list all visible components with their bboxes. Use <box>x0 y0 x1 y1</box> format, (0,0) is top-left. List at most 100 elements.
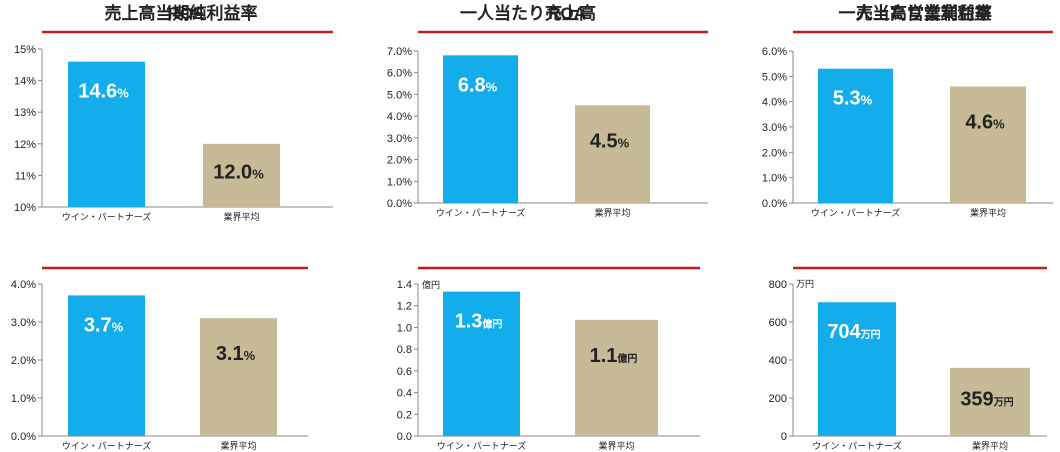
category-label: ウイン・パートナーズ <box>436 207 526 218</box>
y-tick-label: 0.0% <box>762 198 787 210</box>
value-number: 1.3 <box>455 311 483 333</box>
value-unit: % <box>486 79 498 94</box>
bar-industry-average <box>200 318 277 436</box>
y-tick-label: 1.0 <box>397 322 412 334</box>
bar-industry-average <box>950 367 1030 436</box>
bar-industry-average <box>950 86 1026 203</box>
value-unit: % <box>244 348 256 363</box>
bar-value-label: 6.8% <box>458 74 498 96</box>
chart-title: 一人当たり売上高 <box>460 3 596 23</box>
y-tick-label: 1.0% <box>11 393 36 405</box>
chart-panel-4: 売上高当期純利益率 0.0% 1.0% 2.0% 3.0% 4.0% ウイン・パートナーズ 3… <box>11 3 308 451</box>
category-label: 業界平均 <box>972 440 1008 451</box>
y-tick-label: 3.0% <box>11 317 36 329</box>
bar-value-label: 3.7% <box>84 314 124 336</box>
bar-industry-average <box>575 105 650 203</box>
y-tick-label: 13% <box>14 107 36 119</box>
y-tick-label: 0.2 <box>397 409 412 421</box>
y-tick-label: 2.0% <box>387 155 412 167</box>
y-tick-label: 0.0% <box>11 431 36 443</box>
y-tick-label: 0.0 <box>397 431 412 443</box>
value-number: 12.0 <box>213 162 252 184</box>
value-unit: 億円 <box>617 352 637 365</box>
category-label: 業界平均 <box>598 440 634 451</box>
bar-value-label: 1.1億円 <box>590 345 638 367</box>
y-tick-label: 1.2 <box>397 301 412 313</box>
bar-company <box>68 61 145 207</box>
bar-company <box>443 55 518 203</box>
y-tick-label: 1.4 <box>397 279 412 291</box>
bar-company <box>818 68 893 203</box>
y-tick-label: 4.0% <box>762 97 787 109</box>
bar-company <box>68 295 145 436</box>
y-tick-label: 5.0% <box>762 71 787 83</box>
bar-value-label: 5.3% <box>833 88 873 110</box>
value-number: 3.7 <box>84 314 112 336</box>
chart-title: 一人当たり営業利益 <box>839 3 992 23</box>
category-label: ウイン・パートナーズ <box>437 440 527 451</box>
bar-value-label: 4.5% <box>590 130 630 152</box>
bar-value-label: 359万円 <box>960 388 1013 410</box>
value-number: 1.1 <box>590 345 618 367</box>
y-tick-label: 2.0% <box>11 355 36 367</box>
value-unit: % <box>993 116 1005 131</box>
bar-company <box>443 291 520 436</box>
y-tick-label: 800 <box>769 279 787 291</box>
value-unit: 万円 <box>860 329 881 341</box>
value-number: 3.1 <box>216 343 244 365</box>
value-unit: % <box>861 93 873 108</box>
value-unit: % <box>252 167 264 182</box>
value-number: 14.6 <box>78 81 117 103</box>
y-tick-label: 3.0% <box>762 122 787 134</box>
category-label: ウイン・パートナーズ <box>812 440 902 451</box>
y-unit-label: 万円 <box>796 279 814 289</box>
category-label: 業界平均 <box>220 440 256 451</box>
value-number: 359 <box>960 388 993 410</box>
y-tick-label: 14% <box>14 76 36 88</box>
y-tick-label: 2.0% <box>762 147 787 159</box>
value-number: 6.8 <box>458 74 486 96</box>
chart-panel-3: 売上高営業利益率 0.0% 1.0% 2.0% 3.0% 4.0% 5.0% 6.0% ウイン・… <box>762 3 1053 218</box>
bar-value-label: 4.6% <box>965 111 1005 133</box>
value-unit: % <box>117 86 129 101</box>
y-tick-label: 10% <box>14 202 36 214</box>
value-number: 704 <box>827 321 861 343</box>
bar-value-label: 704万円 <box>827 321 880 343</box>
y-tick-label: 6.0% <box>762 46 787 58</box>
chart-title: 売上高当期純利益率 <box>105 3 258 23</box>
value-unit: % <box>618 135 630 150</box>
bar-value-label: 1.3億円 <box>455 311 503 333</box>
bar-company <box>818 302 896 436</box>
bar-industry-average <box>203 143 280 207</box>
chart-panel-1: ROE 10% 11% 12% 13% 14% 15% ウイン・パートナーズ 14.6% 業界平均… <box>14 4 333 222</box>
value-number: 5.3 <box>833 88 861 110</box>
chart-title: ROE <box>168 4 205 23</box>
y-tick-label: 7.0% <box>387 46 412 58</box>
y-tick-label: 1.0% <box>387 176 412 188</box>
category-label: 業界平均 <box>970 207 1006 218</box>
y-unit-label: 億円 <box>422 279 440 290</box>
y-tick-label: 4.0% <box>11 279 36 291</box>
value-number: 4.5 <box>590 130 618 152</box>
chart-title: ROA <box>548 4 586 23</box>
y-tick-label: 600 <box>769 317 787 329</box>
value-unit: 万円 <box>993 396 1014 408</box>
bar-value-label: 3.1% <box>216 343 256 365</box>
value-unit: % <box>112 319 124 334</box>
y-tick-label: 0.8 <box>397 344 412 356</box>
chart-panel-2: ROA 0.0% 1.0% 2.0% 3.0% 4.0% 5.0% 6.0% 7.0% ウイン・パ… <box>387 4 708 218</box>
category-label: 業界平均 <box>223 211 259 222</box>
y-tick-label: 11% <box>15 170 36 182</box>
value-unit: 億円 <box>482 318 502 331</box>
category-label: ウイン・パートナーズ <box>811 207 901 218</box>
y-tick-label: 1.0% <box>762 173 787 185</box>
y-tick-label: 0 <box>781 431 787 443</box>
chart-title: 売上高営業利益率 <box>856 3 992 23</box>
bar-industry-average <box>575 319 658 436</box>
category-label: ウイン・パートナーズ <box>62 440 152 451</box>
y-tick-label: 400 <box>769 355 787 367</box>
y-tick-label: 6.0% <box>387 68 412 80</box>
